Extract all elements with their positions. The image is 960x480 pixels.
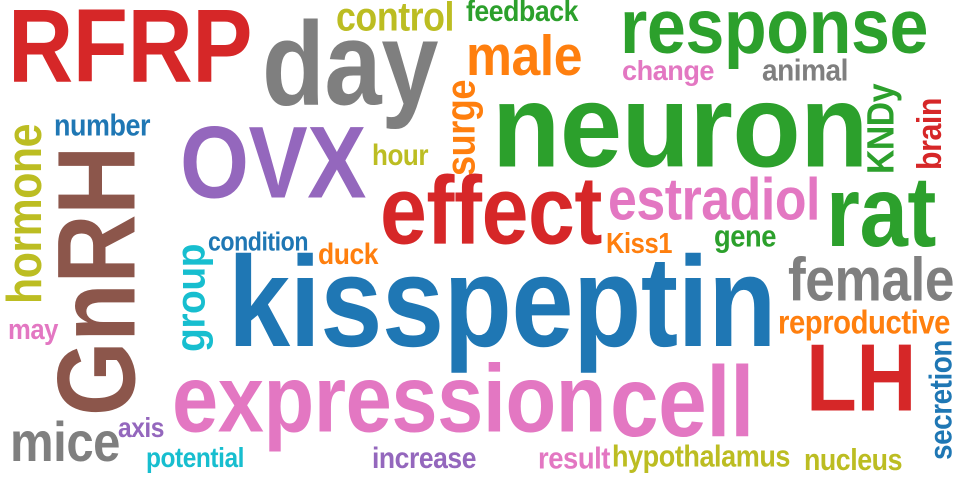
word-kisspeptin: kisspeptin — [228, 229, 776, 374]
word-rat: rat — [826, 156, 936, 268]
word-cell: cell — [610, 345, 754, 458]
word-increase: increase — [372, 441, 476, 475]
word-hour: hour — [372, 139, 428, 172]
word-condition: condition — [208, 228, 308, 257]
word-potential: potential — [146, 442, 244, 474]
word-mice: mice — [10, 410, 120, 474]
word-animal: animal — [762, 52, 848, 88]
word-day: day — [262, 0, 438, 131]
word-reproductive: reproductive — [778, 303, 950, 341]
word-expression: expression — [172, 346, 606, 453]
word-neuron: neuron — [492, 59, 868, 192]
word-feedback: feedback — [466, 0, 578, 28]
word-estradiol: estradiol — [608, 165, 820, 233]
word-number: number — [54, 109, 150, 143]
word-secretion: secretion — [923, 340, 959, 460]
word-female: female — [788, 245, 954, 314]
word-response: response — [620, 0, 928, 71]
word-duck: duck — [318, 237, 378, 271]
word-effect: effect — [380, 155, 602, 265]
word-gene: gene — [714, 218, 776, 254]
word-gnrh: GnRH — [35, 146, 159, 416]
word-change: change — [622, 54, 714, 87]
word-group: group — [167, 244, 214, 352]
word-male: male — [466, 24, 582, 88]
word-kiss1: Kiss1 — [606, 227, 672, 260]
word-may: may — [8, 313, 58, 346]
word-result: result — [538, 440, 610, 476]
word-lh: LH — [806, 324, 916, 432]
word-nucleus: nucleus — [804, 443, 902, 477]
word-rfrp: RFRP — [8, 0, 252, 105]
word-axis: axis — [118, 412, 164, 444]
word-hypothalamus: hypothalamus — [612, 439, 790, 474]
word-ovx: OVX — [180, 105, 366, 220]
word-control: control — [336, 0, 454, 40]
